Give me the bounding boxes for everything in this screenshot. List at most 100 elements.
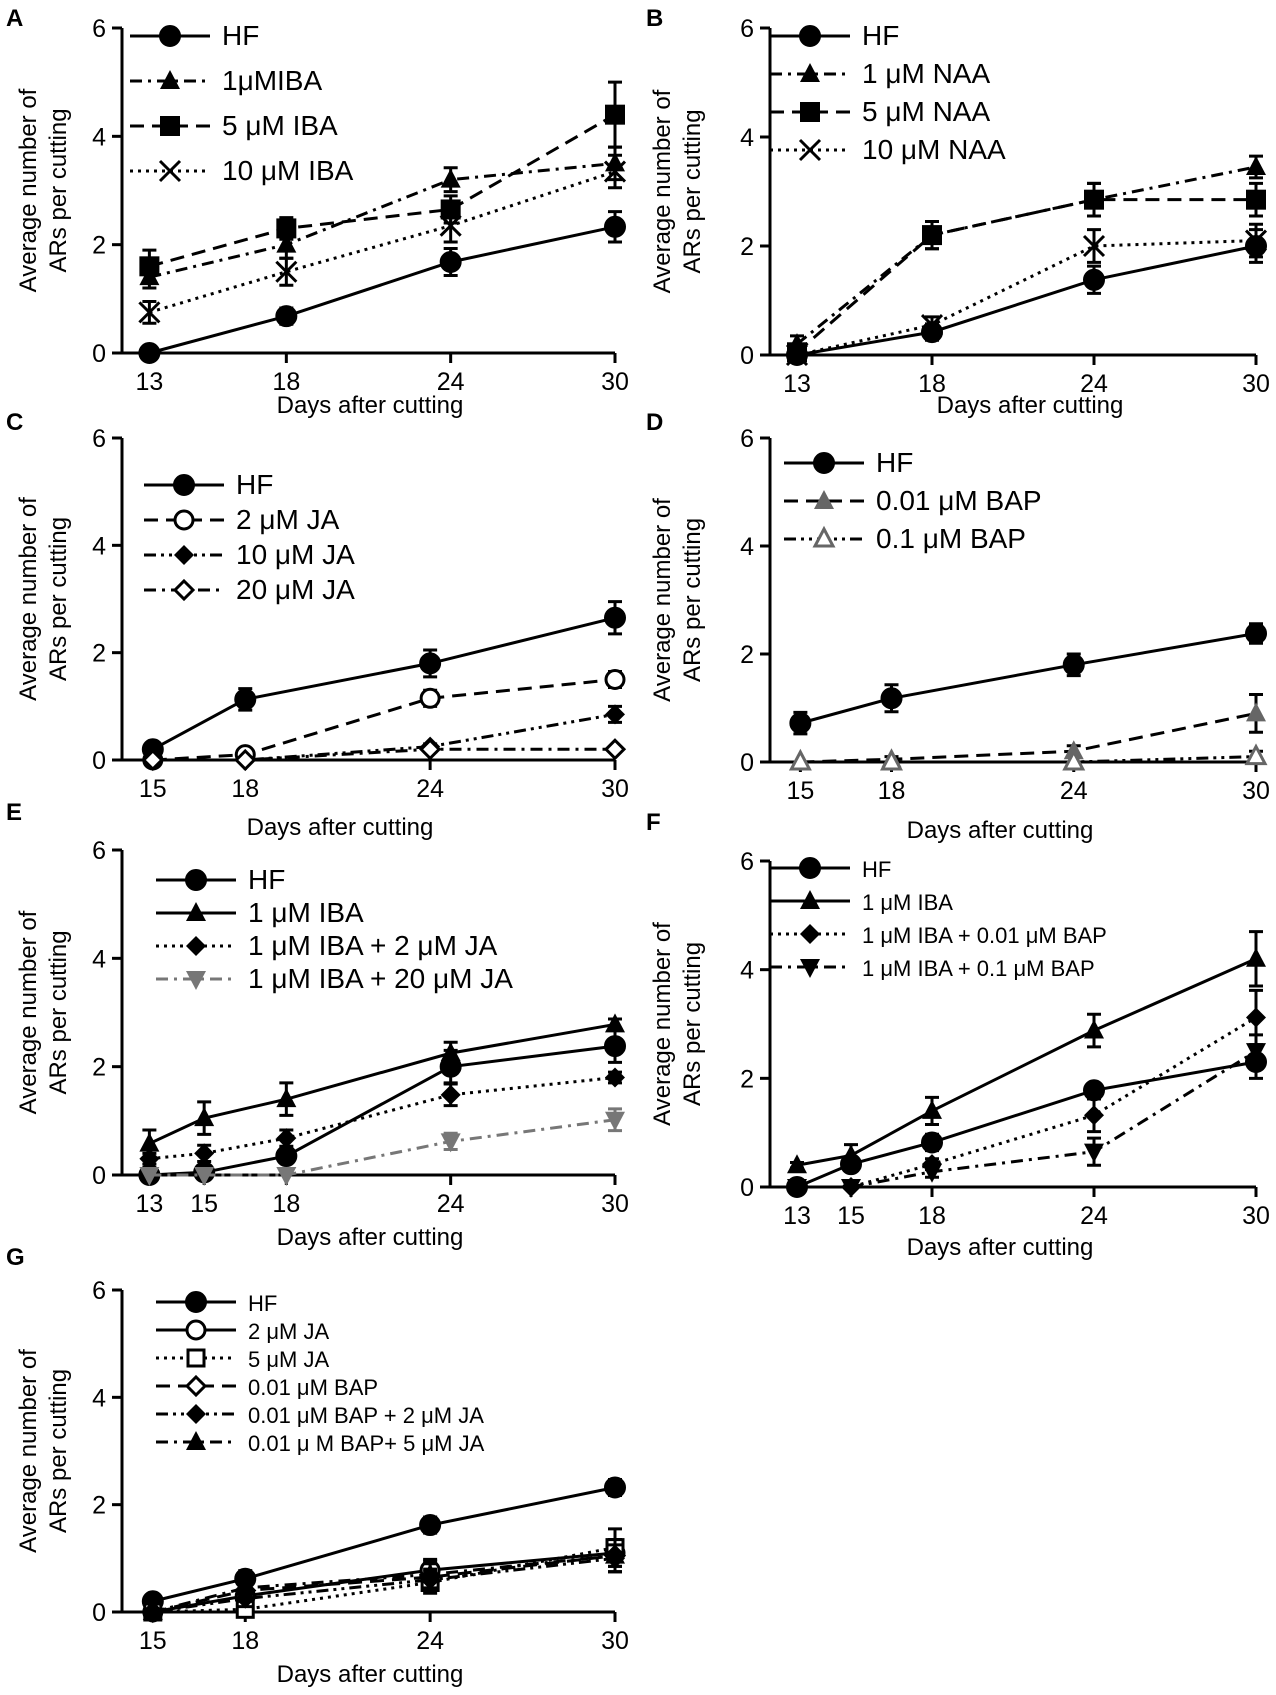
legend-marker — [173, 509, 195, 531]
data-point — [922, 1163, 942, 1183]
x-tick-label: 30 — [601, 1190, 629, 1218]
x-tick-label: 18 — [272, 368, 300, 396]
data-point — [440, 1133, 461, 1153]
series-1 — [786, 228, 1267, 366]
legend-marker — [186, 1348, 206, 1368]
legend-marker — [174, 545, 194, 565]
data-point — [922, 225, 942, 246]
data-point — [1246, 1007, 1266, 1028]
legend-label: 10 μM IBA — [222, 155, 354, 186]
legend: HF 0.01 μM BAP 0.1 μM BAP — [784, 447, 1042, 554]
series-line — [152, 1554, 616, 1614]
series-line — [152, 678, 616, 762]
series-3 — [788, 743, 1268, 771]
panel-letter: D — [646, 409, 663, 436]
series-4 — [787, 1033, 1266, 1198]
legend-marker — [185, 869, 207, 891]
data-point — [922, 1099, 942, 1119]
series-2 — [139, 145, 625, 290]
data-point — [439, 214, 462, 237]
y-tick-label: 4 — [92, 123, 106, 151]
x-tick-label: 18 — [918, 370, 946, 398]
x-tick-label: 18 — [231, 1627, 259, 1655]
legend-marker — [186, 1431, 206, 1450]
legend-marker — [160, 116, 180, 136]
legend-marker — [799, 25, 821, 47]
x-tick-label: 24 — [1080, 370, 1108, 398]
series-1 — [138, 210, 626, 364]
series-line — [152, 1546, 616, 1614]
series-line — [148, 170, 616, 314]
y-axis-title: Average number of ARs per cutting — [15, 497, 72, 701]
legend-marker — [798, 138, 822, 162]
data-point — [194, 1143, 215, 1164]
x-tick-label: 15 — [837, 1202, 865, 1230]
series-line — [797, 1049, 1257, 1189]
series-4 — [785, 222, 1268, 367]
series-1 — [789, 622, 1267, 736]
data-point — [920, 313, 944, 337]
legend-label: 1 μM IBA + 0.1 μM BAP — [862, 956, 1095, 981]
series-3 — [139, 80, 625, 285]
series-line — [149, 161, 616, 279]
x-axis-title: Days after cutting — [937, 392, 1124, 419]
data-point — [605, 1111, 625, 1131]
data-point — [276, 1088, 297, 1108]
y-axis-title: Average number of ARs per cutting — [649, 89, 706, 293]
data-point — [787, 1154, 807, 1174]
legend-marker — [158, 159, 182, 183]
y-tick-label: 6 — [92, 425, 106, 453]
data-point — [275, 305, 298, 328]
legend-marker — [185, 1319, 207, 1341]
data-point — [1246, 189, 1266, 210]
data-point — [880, 687, 903, 710]
y-axis-title: Average number of ARs per cutting — [15, 88, 72, 292]
y-tick-label: 4 — [740, 533, 754, 561]
data-point — [234, 748, 257, 772]
legend: HF 2 μM JA 5 μM JA 0.01 μM BAP 0.01 μM BAP +… — [156, 1291, 485, 1456]
y-tick-label: 4 — [92, 945, 106, 973]
data-point — [880, 748, 903, 771]
data-point — [275, 1145, 298, 1168]
panel-letter: B — [646, 5, 663, 32]
series-4 — [141, 738, 627, 772]
y-tick-label: 0 — [740, 342, 754, 370]
legend-label: 1 μM NAA — [862, 58, 990, 89]
legend-label: HF — [248, 864, 285, 895]
axes — [120, 850, 615, 1177]
data-point — [276, 218, 297, 239]
data-point — [1084, 1019, 1104, 1039]
data-point — [604, 215, 626, 238]
data-point — [139, 1148, 160, 1169]
y-tick-label: 2 — [740, 233, 754, 261]
data-point — [440, 1042, 461, 1062]
data-point — [1084, 1143, 1104, 1163]
legend-marker — [186, 1404, 206, 1424]
series-2 — [787, 930, 1266, 1174]
data-point — [139, 1167, 160, 1186]
legend-marker — [186, 936, 206, 956]
legend-marker — [173, 474, 195, 496]
data-point — [276, 1128, 297, 1149]
series-1 — [786, 1044, 1267, 1198]
x-tick-label: 30 — [1242, 1202, 1270, 1230]
y-tick-label: 6 — [740, 425, 754, 453]
data-point — [1083, 268, 1105, 291]
legend-label: 20 μM JA — [236, 574, 355, 605]
series-line — [149, 1076, 616, 1161]
x-tick-label: 13 — [783, 370, 811, 398]
legend: HF 2 μM JA 10 μM JA 20 μM JA — [144, 469, 355, 605]
legend-label: 0.01 μM BAP — [876, 485, 1042, 516]
x-tick-label: 13 — [135, 1190, 163, 1218]
y-tick-label: 6 — [740, 848, 754, 876]
legend-label: HF — [248, 1291, 277, 1316]
legend-label: HF — [236, 469, 273, 500]
data-point — [419, 652, 442, 675]
y-tick-label: 4 — [740, 957, 754, 985]
series-2 — [139, 1013, 625, 1159]
